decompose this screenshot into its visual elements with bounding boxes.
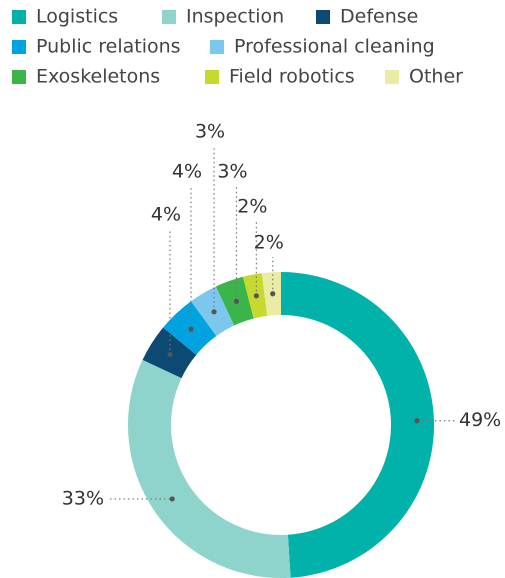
leader-dot [233,298,240,304]
legend-swatch [12,40,26,54]
legend-swatch [385,70,399,84]
donut-segment [281,272,434,578]
data-label: 4% [172,161,202,183]
leader-dot [188,326,194,332]
data-label: 3% [195,121,225,143]
leader-dot [211,309,217,315]
data-label: 2% [254,232,284,254]
legend-swatch [210,40,224,54]
legend-label: Exoskeletons [36,66,160,88]
leader-dot [169,496,175,502]
legend-swatch [12,10,26,24]
legend-swatch [316,10,330,24]
data-label: 33% [62,487,104,509]
data-label: 2% [237,196,267,218]
leader-dot [414,418,420,424]
legend-label: Public relations [36,36,181,58]
leader-dot [253,293,259,299]
data-label: 3% [217,161,247,183]
legend-label: Field robotics [229,66,355,88]
leader-dot [270,291,276,297]
legend-swatch [162,10,176,24]
legend-label: Inspection [186,6,284,28]
data-label: 49% [459,409,501,431]
legend-swatch [12,70,26,84]
donut-segment [128,359,291,578]
data-label: 4% [151,204,181,226]
legend-label: Logistics [36,6,118,28]
leader-dot [167,351,173,358]
legend-swatch [205,70,219,84]
legend-label: Defense [340,6,418,28]
legend-label: Professional cleaning [234,36,435,58]
legend-label: Other [409,66,463,88]
